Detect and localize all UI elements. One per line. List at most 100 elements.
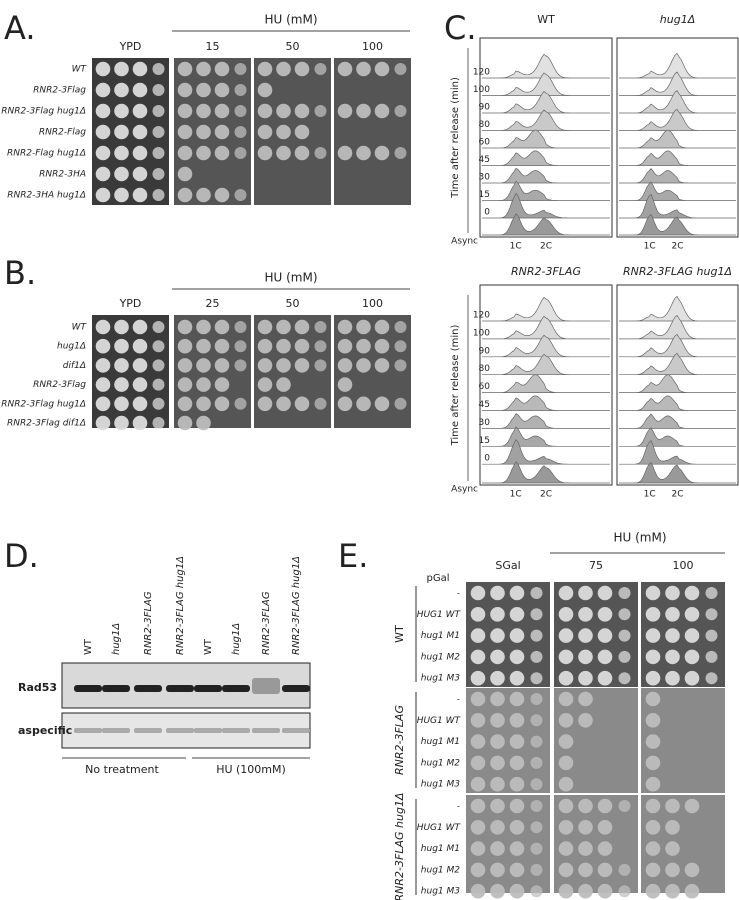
colony-spot [337, 338, 353, 354]
colony-spot [530, 650, 543, 663]
construct-label: hug1 M2 [421, 758, 460, 768]
colony-spot [470, 607, 486, 622]
colony-spot [645, 691, 661, 707]
promoter-label: pGal [426, 573, 449, 584]
colony-spot [234, 63, 247, 75]
colony-spot [196, 103, 211, 119]
colony-spot [558, 798, 574, 814]
strain-label: RNR2-3Flag [33, 86, 86, 96]
colony-spot [470, 649, 486, 665]
colony-spot [95, 358, 111, 373]
colony-spot [177, 319, 193, 335]
colony-spot [394, 397, 407, 410]
colony-spot [132, 396, 148, 412]
column-header: 100 [673, 559, 694, 572]
colony-spot [257, 124, 273, 140]
colony-spot [578, 798, 593, 814]
colony-spot [470, 628, 486, 643]
column-header: 15 [206, 40, 220, 53]
colony-spot [597, 670, 613, 686]
strain-label: dif1Δ [63, 361, 86, 371]
colony-spot [684, 862, 700, 878]
colony-spot [558, 607, 574, 622]
colony-spot [394, 105, 407, 117]
colony-spot [470, 798, 486, 814]
colony-spot [490, 734, 505, 749]
colony-spot [578, 670, 593, 686]
band [74, 685, 102, 692]
colony-spot [196, 82, 211, 98]
colony-spot [132, 61, 148, 77]
colony-spot [684, 670, 700, 686]
peak-label: 2C [540, 242, 552, 252]
colony-spot [152, 397, 165, 410]
colony-spot [95, 377, 111, 392]
colony-spot [132, 358, 148, 373]
band [222, 685, 250, 692]
construct-label: hug1 M2 [421, 652, 460, 662]
histogram [619, 314, 736, 340]
colony-spot [470, 862, 486, 878]
colony-spot [665, 841, 680, 856]
colony-spot [705, 587, 718, 599]
colony-spot [152, 378, 165, 391]
lane-label: RNR2-3FLAG [143, 591, 154, 655]
colony-spot [294, 61, 310, 77]
colony-spot [214, 103, 230, 119]
hu-header: HU (mM) [264, 271, 317, 285]
colony-spot [337, 61, 353, 77]
panel-label: C. [444, 9, 477, 47]
strain-label: RNR2-Flag hug1Δ [7, 149, 86, 159]
colony-spot [374, 358, 390, 373]
histogram [619, 427, 736, 447]
colony-spot [196, 61, 211, 77]
colony-spot [114, 145, 129, 161]
colony-spot [294, 124, 310, 140]
colony-spot [470, 670, 486, 686]
colony-spot [257, 103, 273, 119]
peak-label: 2C [671, 490, 683, 500]
colony-spot [578, 862, 593, 878]
colony-spot [337, 377, 353, 392]
time-label: 15 [479, 436, 490, 446]
histogram [619, 150, 736, 166]
construct-label: - [457, 695, 460, 705]
colony-spot [558, 820, 574, 835]
colony-spot [490, 883, 505, 899]
graph-title: RNR2-3FLAG [511, 265, 581, 278]
colony-spot [214, 124, 230, 140]
colony-spot [114, 358, 129, 373]
colony-spot [684, 607, 700, 622]
colony-spot [530, 778, 543, 791]
colony-spot [177, 145, 193, 161]
colony-spot [490, 798, 505, 814]
colony-spot [618, 863, 631, 876]
colony-spot [114, 61, 129, 77]
peak-label: 1C [644, 490, 656, 500]
colony-spot [152, 147, 165, 159]
construct-label: hug1 M3 [421, 887, 460, 897]
time-label: 0 [484, 208, 490, 218]
histogram [619, 333, 736, 358]
construct-label: hug1 M1 [421, 737, 460, 747]
colony-spot [578, 713, 593, 728]
colony-spot [558, 649, 574, 665]
colony-spot [314, 63, 327, 75]
blot-label: aspecific [18, 724, 72, 737]
colony-spot [356, 338, 371, 354]
colony-spot [276, 124, 291, 140]
colony-spot [645, 585, 661, 601]
colony-spot [509, 585, 525, 601]
colony-spot [214, 377, 230, 392]
construct-label: HUG1 WT [417, 610, 462, 620]
colony-spot [294, 319, 310, 335]
colony-spot [645, 883, 661, 899]
colony-spot [705, 608, 718, 621]
colony-spot [665, 670, 680, 686]
colony-spot [95, 187, 111, 203]
colony-spot [95, 338, 111, 354]
peak-label: 2C [671, 242, 683, 252]
colony-spot [597, 820, 613, 835]
colony-spot [234, 359, 247, 372]
